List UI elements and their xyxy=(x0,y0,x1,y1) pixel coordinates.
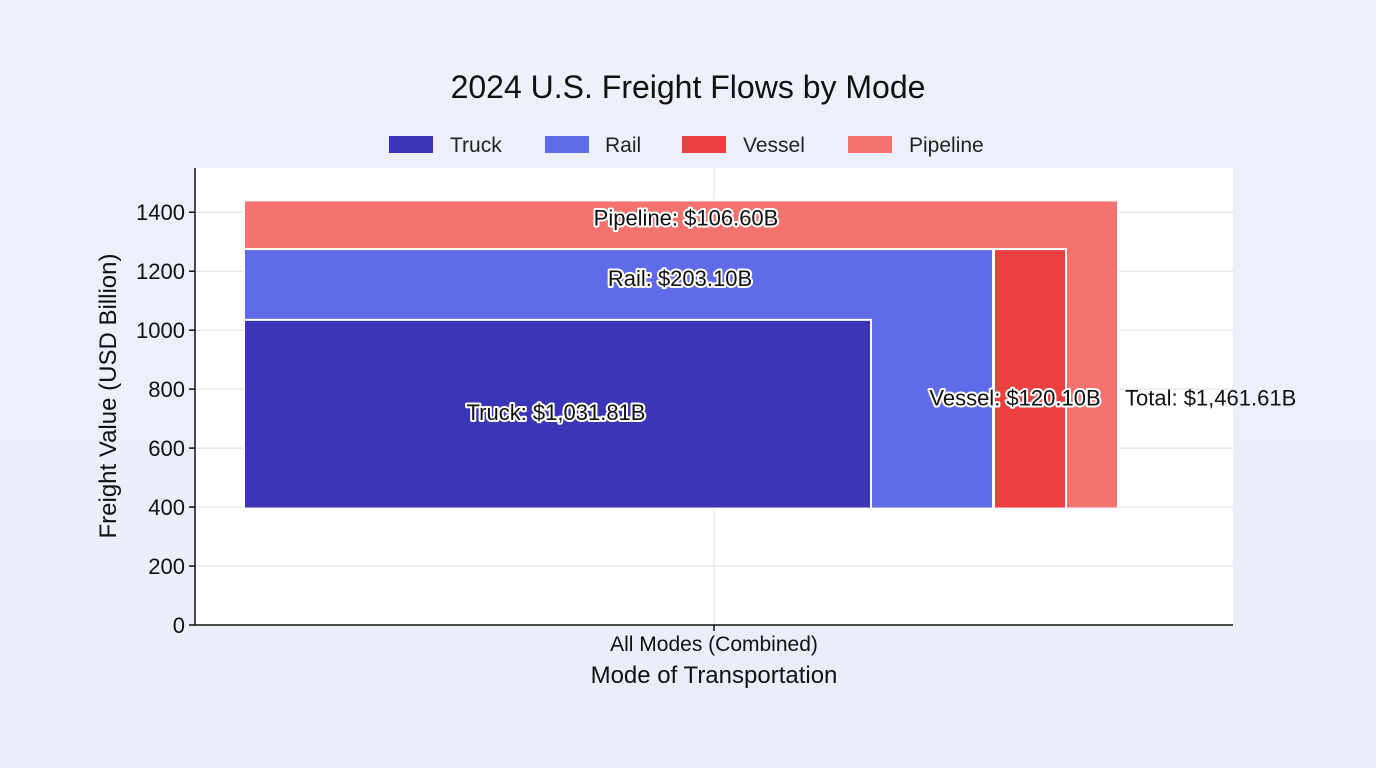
legend-item-pipeline: Pipeline xyxy=(848,134,984,157)
x-axis-label: Mode of Transportation xyxy=(591,662,838,689)
total-label: Total: $1,461.61B xyxy=(1125,385,1296,410)
y-tick-label: 200 xyxy=(148,554,185,579)
y-tick-label: 1200 xyxy=(136,259,185,284)
y-tick-label: 600 xyxy=(148,436,185,461)
y-tick-label: 0 xyxy=(173,613,185,638)
legend-item-vessel: Vessel xyxy=(682,134,805,157)
legend: Truck Rail Vessel Pipeline xyxy=(389,134,984,157)
legend-swatch xyxy=(545,136,589,153)
legend-swatch xyxy=(682,136,726,153)
bar-labels: Truck: $1,031.81B Rail: $203.10B Vessel: $… xyxy=(465,203,1297,427)
legend-label: Rail xyxy=(605,134,641,157)
bar-label-truck: Truck: $1,031.81B xyxy=(467,400,646,425)
legend-label: Pipeline xyxy=(909,134,984,157)
y-tick-label: 1400 xyxy=(136,200,185,225)
legend-item-rail: Rail xyxy=(545,134,641,157)
bar-label-vessel: Vessel: $120.10B xyxy=(929,385,1100,410)
legend-swatch xyxy=(389,136,433,153)
y-tick-label: 1000 xyxy=(136,318,185,343)
bar-vessel xyxy=(993,248,1067,510)
legend-label: Truck xyxy=(450,134,502,157)
axes: 0 200 400 600 800 1000 1200 1400 All Modes (Comb… xyxy=(136,168,1233,656)
bars xyxy=(243,199,1119,510)
bar-label-pipeline: Pipeline: $106.60B xyxy=(594,205,779,230)
bar-truck xyxy=(243,318,872,510)
x-tick-label: All Modes (Combined) xyxy=(610,633,818,656)
y-tick-label: 400 xyxy=(148,495,185,520)
bar-label-rail: Rail: $203.10B xyxy=(608,266,752,291)
chart-title: 2024 U.S. Freight Flows by Mode xyxy=(451,69,926,105)
legend-item-truck: Truck xyxy=(389,134,502,157)
legend-swatch xyxy=(848,136,892,153)
y-tick-label: 800 xyxy=(148,377,185,402)
y-axis-label: Freight Value (USD Billion) xyxy=(95,254,122,539)
legend-label: Vessel xyxy=(743,134,805,157)
